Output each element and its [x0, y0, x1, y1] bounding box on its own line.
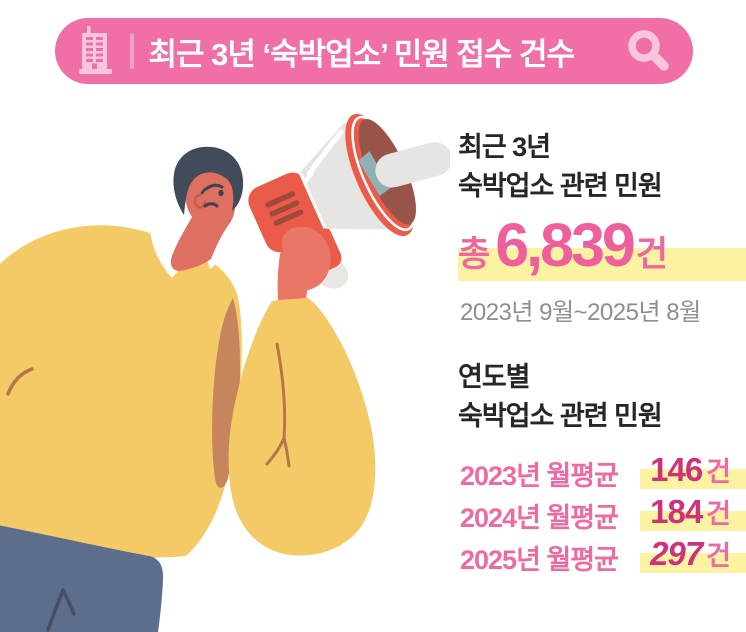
row-unit: 건	[706, 541, 731, 571]
header-banner: 최근 3년 ‘숙박업소’ 민원 접수 건수	[55, 18, 693, 84]
yearly-heading: 연도별 숙박업소 관련 민원	[458, 358, 663, 436]
person-megaphone-illustration	[0, 113, 450, 632]
total-heading-line1: 최근 3년	[458, 132, 551, 162]
yearly-heading-line2: 숙박업소 관련 민원	[458, 401, 663, 431]
row-unit: 건	[706, 499, 731, 529]
banner-divider	[130, 33, 134, 69]
stats-column: 최근 3년 숙박업소 관련 민원 총 6,839 건 2023년 9월~2025…	[458, 0, 746, 632]
row-number: 184	[650, 493, 703, 530]
total-unit: 건	[635, 235, 668, 274]
row-number: 297	[650, 535, 703, 572]
row-label: 2025년 월평균	[460, 545, 619, 575]
total-line: 총 6,839 건	[458, 210, 668, 280]
yearly-row-2023: 2023년 월평균 146 건	[458, 450, 746, 491]
row-label: 2024년 월평균	[460, 503, 619, 533]
row-highlight-band	[640, 553, 746, 573]
row-number: 146	[650, 451, 703, 488]
row-label: 2023년 월평균	[460, 461, 619, 491]
total-heading-line2: 숙박업소 관련 민원	[458, 171, 663, 201]
row-value: 184 건	[640, 492, 746, 531]
yearly-heading-line1: 연도별	[458, 362, 531, 392]
magnifier-icon	[628, 30, 669, 71]
yearly-row-2025: 2025년 월평균 297 건	[458, 534, 746, 575]
banner-title: 최근 3년 ‘숙박업소’ 민원 접수 건수	[148, 36, 576, 72]
row-highlight-band	[640, 511, 746, 531]
row-value: 146 건	[640, 450, 746, 489]
total-highlight-band	[458, 248, 746, 281]
yearly-row-2024: 2024년 월평균 184 건	[458, 492, 746, 533]
total-value: 6,839	[495, 211, 636, 279]
period-label: 2023년 9월~2025년 8월	[460, 299, 701, 326]
row-unit: 건	[706, 457, 731, 487]
building-icon	[79, 26, 112, 74]
row-highlight-band	[640, 469, 746, 489]
total-heading: 최근 3년 숙박업소 관련 민원	[458, 128, 663, 206]
total-prefix: 총	[458, 235, 490, 274]
row-value: 297 건	[640, 534, 746, 573]
